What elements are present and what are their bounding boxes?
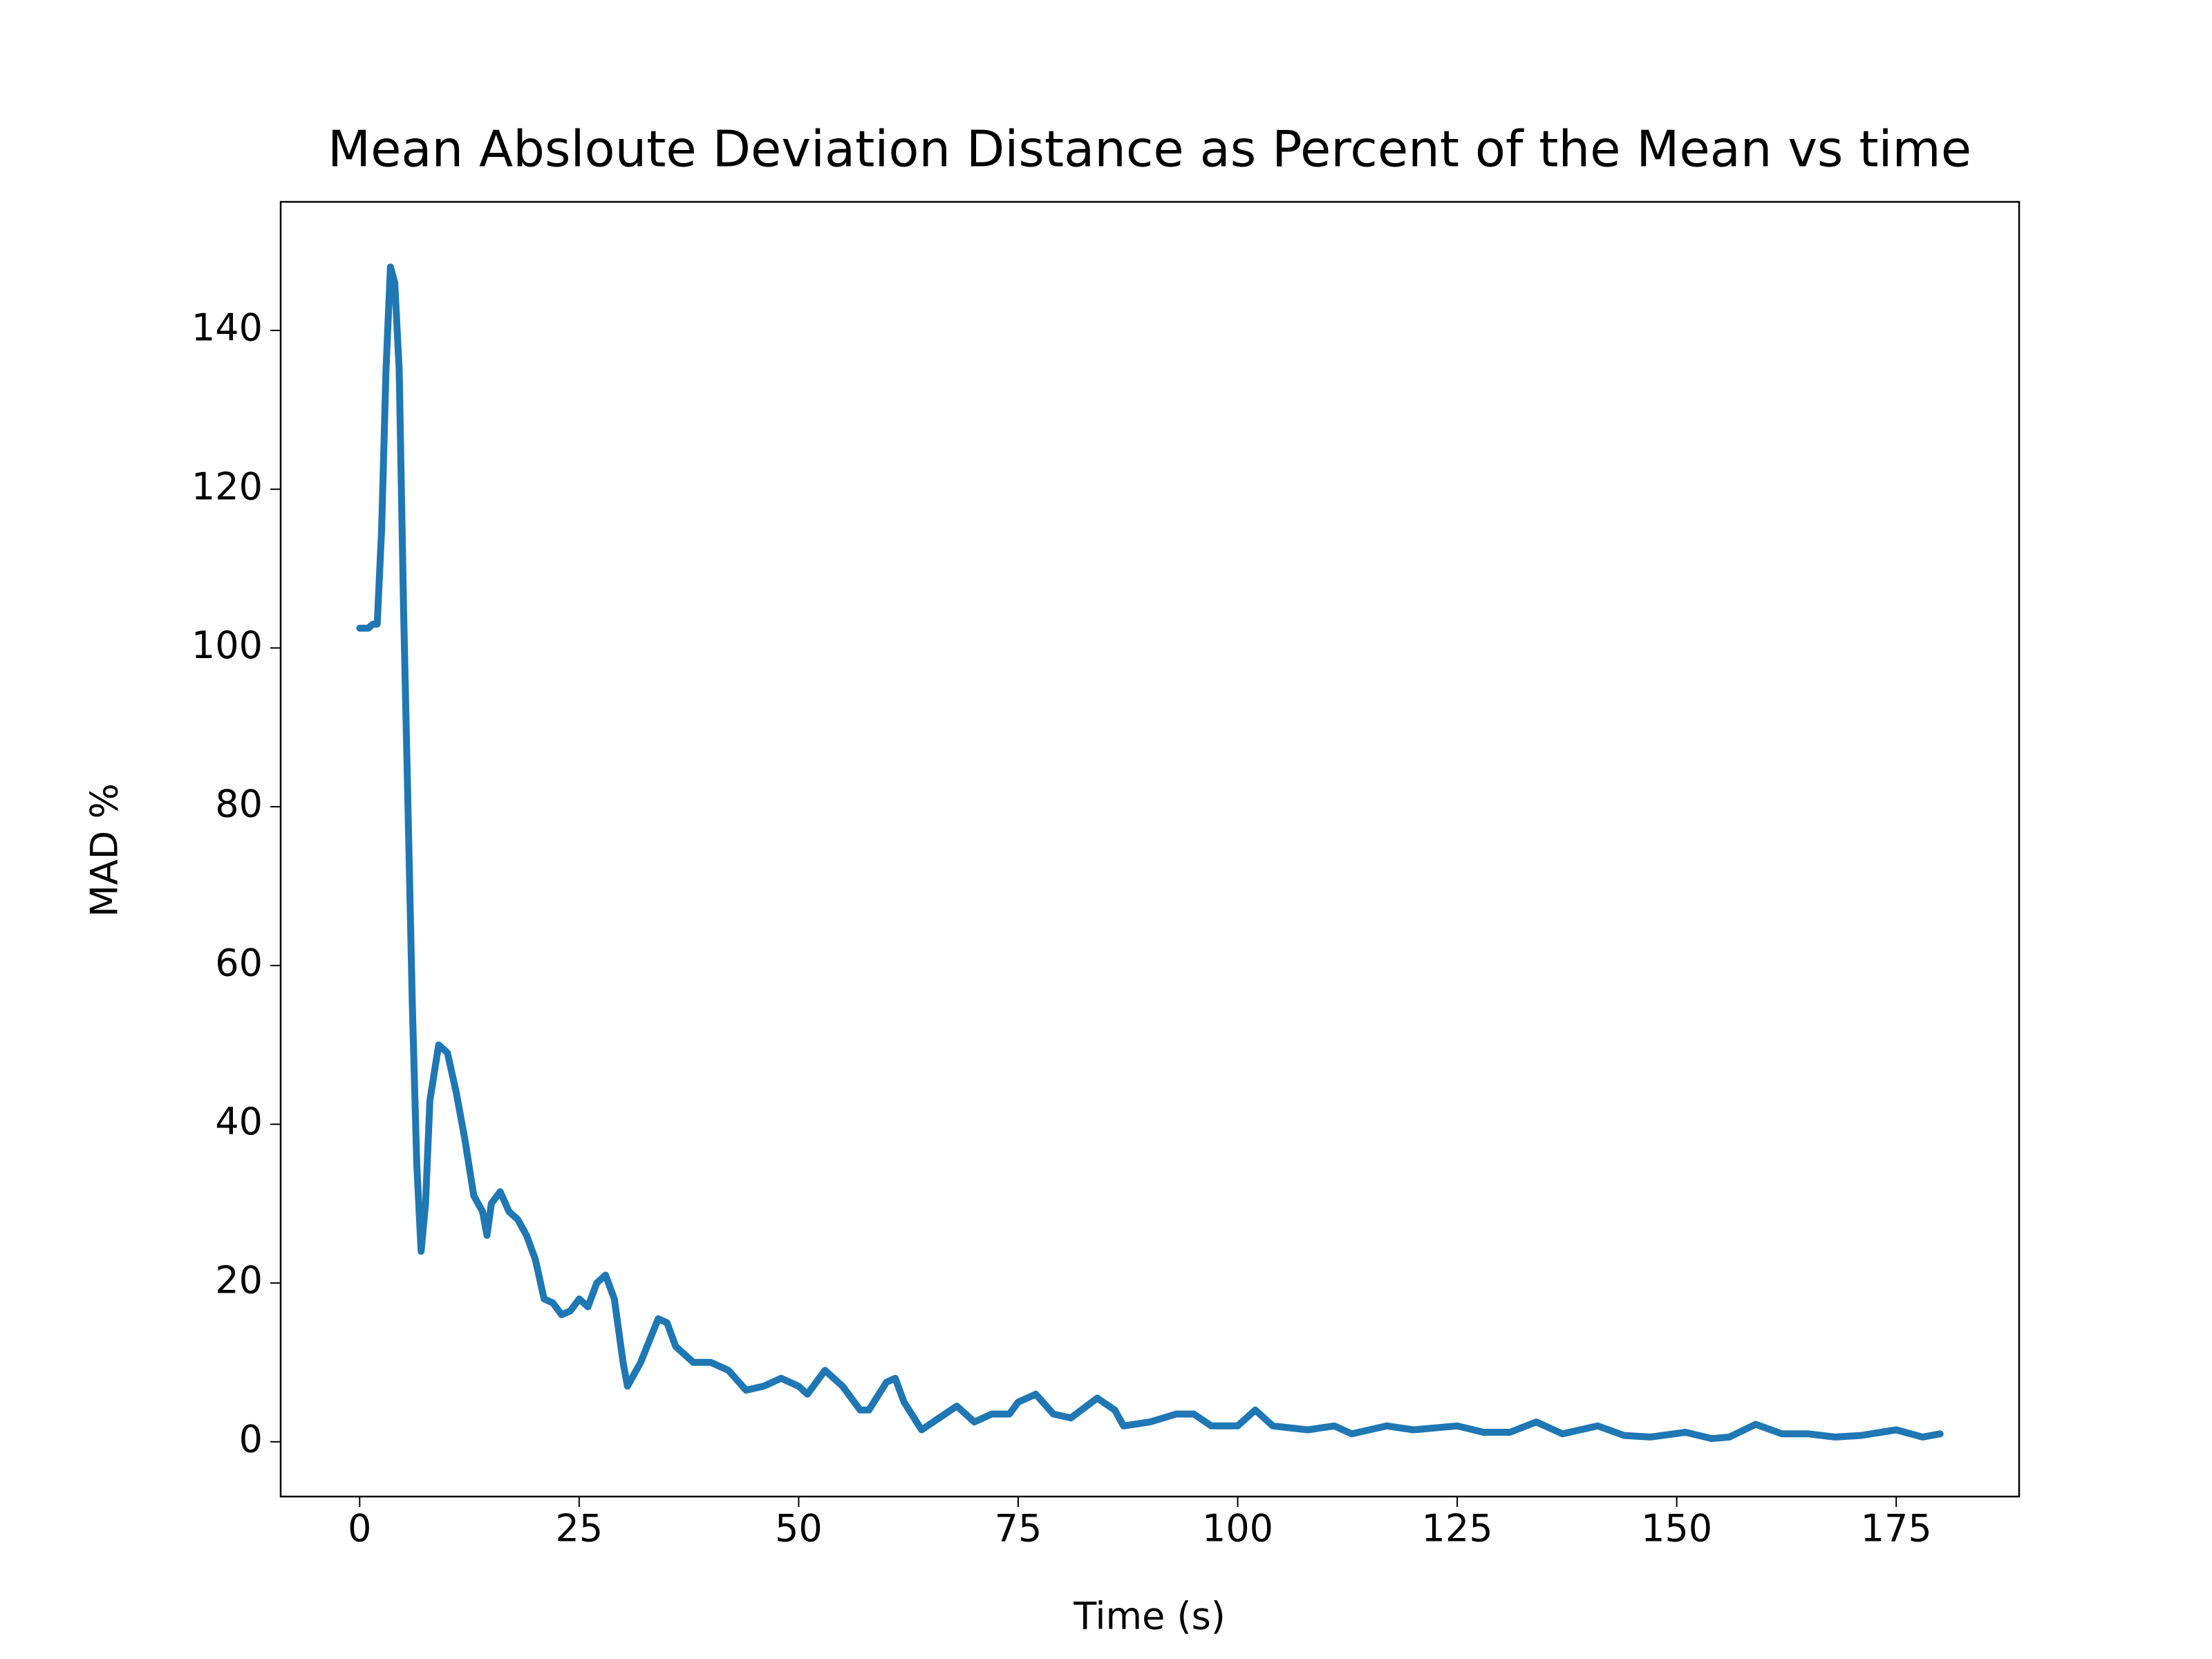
- y-tick-label: 0: [239, 1417, 263, 1461]
- y-tick-label: 40: [215, 1100, 263, 1143]
- plot-frame: [279, 200, 2021, 1498]
- x-tick-label: 75: [995, 1507, 1042, 1550]
- y-tick-label: 60: [215, 941, 263, 984]
- x-tick-label: 175: [1861, 1507, 1932, 1550]
- y-axis-label: MAD %: [83, 783, 126, 917]
- y-tick-label: 80: [215, 782, 263, 826]
- x-tick-label: 100: [1202, 1507, 1273, 1550]
- data-line: [356, 263, 1944, 1443]
- x-tick-label: 0: [348, 1507, 371, 1550]
- x-tick-label: 25: [556, 1507, 603, 1550]
- y-tick-label: 100: [191, 624, 263, 667]
- x-axis-label: Time (s): [1073, 1595, 1226, 1638]
- y-tick-label: 20: [215, 1259, 263, 1302]
- x-tick-label: 150: [1641, 1507, 1712, 1550]
- x-tick-label: 125: [1422, 1507, 1493, 1550]
- x-tick-label: 50: [775, 1507, 823, 1550]
- y-tick-label: 140: [191, 306, 263, 350]
- y-tick-label: 120: [191, 465, 263, 508]
- chart-title: Mean Absloute Deviation Distance as Perc…: [328, 120, 1971, 178]
